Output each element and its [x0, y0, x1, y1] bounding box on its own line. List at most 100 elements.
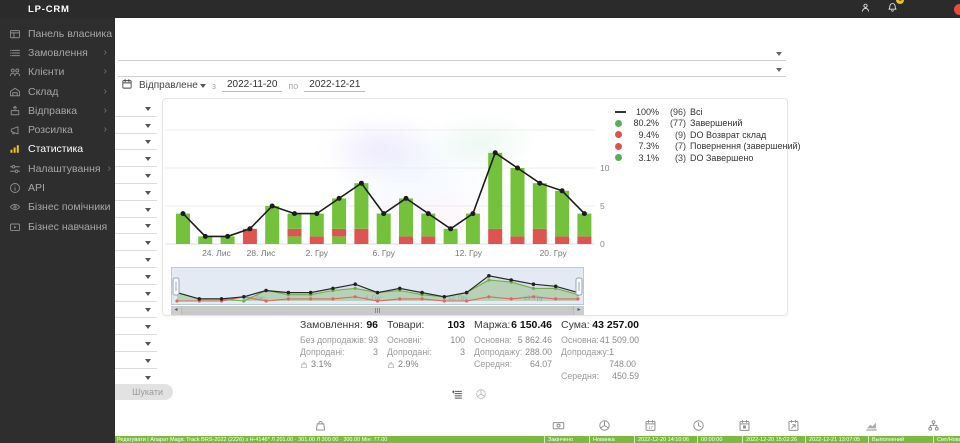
table-cell-6[interactable]: 2022-12-20 15:02:26: [744, 436, 806, 443]
legend-item-2[interactable]: 80.2% (77) Завершений: [615, 118, 787, 130]
money-icon[interactable]: [552, 419, 565, 437]
sidebar-item-4[interactable]: Склад ›: [0, 82, 115, 101]
table-cell-9[interactable]: Смт/Нова: [935, 436, 960, 443]
stat-sub-value: 100: [450, 335, 465, 345]
clock-icon[interactable]: [692, 419, 705, 437]
calendararrow-icon[interactable]: [787, 419, 800, 437]
filter-select-2[interactable]: [118, 61, 786, 77]
calendar17-icon[interactable]: 17: [644, 419, 657, 437]
legend-count: (3): [675, 152, 686, 163]
legend-count: (96): [669, 106, 686, 117]
stat-sub-label: Без допродажів:: [300, 335, 367, 345]
globe-icon: [476, 389, 486, 399]
training-icon: [10, 223, 20, 231]
filter-select-1[interactable]: [118, 45, 786, 61]
side-filter-select-13[interactable]: [115, 302, 157, 319]
stat-percent: 3.1%: [311, 359, 332, 369]
side-filter-select-1[interactable]: [115, 100, 157, 117]
sitemap-icon[interactable]: [927, 419, 940, 437]
scroll-left-icon[interactable]: ◂: [171, 306, 181, 315]
list-icon[interactable]: [451, 387, 463, 405]
date-from-input[interactable]: 2022-11-20: [221, 79, 283, 92]
chart-navigator[interactable]: 28. Лис 6. Гру 12. Гру 19. Гру: [171, 267, 584, 305]
stat-sub-label: Допродані:: [300, 347, 345, 357]
legend-label: DO Возврат склад: [690, 129, 767, 140]
side-filter-select-10[interactable]: [115, 251, 157, 268]
sidebar-item-label: Бізнес помічники: [28, 201, 111, 214]
chevron-right-icon: ›: [103, 85, 107, 97]
legend-item-4[interactable]: 7.3% (7) Повернення (завершений): [615, 141, 801, 153]
user-icon[interactable]: [860, 0, 871, 18]
globe-icon[interactable]: [475, 387, 487, 405]
chevron-down-icon: [145, 274, 151, 279]
table-cell-2[interactable]: Закінчено: [546, 436, 590, 443]
chevron-right-icon: ›: [103, 66, 107, 78]
legend-item-1[interactable]: 100% (96) Всі: [615, 106, 787, 118]
sidebar-item-2[interactable]: Замовлення ›: [0, 43, 115, 62]
chart-legend: 100% (96) Всі 80.2% (77) Завершений 9.4% (9) DO …: [615, 106, 801, 164]
side-filter-select-2[interactable]: [115, 117, 157, 134]
side-filter-select-5[interactable]: [115, 167, 157, 184]
legend-item-5[interactable]: 3.1% (3) DO Завершено: [615, 152, 787, 164]
side-filter-select-12[interactable]: [115, 285, 157, 302]
gift-icon[interactable]: [598, 419, 611, 437]
table-cell-8[interactable]: Выполнений: [870, 436, 934, 443]
notifications-button[interactable]: 1: [887, 0, 904, 18]
legend-label: Повернення (завершений): [690, 141, 801, 152]
table-cell-5[interactable]: 00:00:00: [699, 436, 743, 443]
side-filter-select-11[interactable]: [115, 268, 157, 285]
navigator-handle-right[interactable]: [575, 277, 583, 296]
chevron-down-icon: [145, 224, 151, 229]
calendarbox-icon: [739, 419, 750, 431]
bag-icon[interactable]: [314, 419, 327, 437]
side-filter-select-7[interactable]: [115, 201, 157, 218]
navigator-handle-left[interactable]: [172, 277, 180, 296]
lp-crm-logo-icon: [10, 4, 23, 15]
sidebar-item-9[interactable]: API: [0, 178, 115, 197]
table-cell-7[interactable]: 2022-12-21 13:07:05: [807, 436, 869, 443]
side-filter-select-16[interactable]: [115, 352, 157, 369]
sidebar-item-10[interactable]: Бізнес помічники: [0, 198, 115, 217]
side-filter-select-3[interactable]: [115, 134, 157, 151]
stats-icon: [10, 145, 19, 154]
table-cell-4[interactable]: 2022-12-20 14:10:06: [636, 436, 698, 443]
scroll-right-icon[interactable]: ▸: [574, 306, 584, 315]
navigator-scrollbar[interactable]: ◂ ▸: [171, 306, 584, 315]
chartarea-icon[interactable]: [865, 419, 878, 437]
stat-column-2: Товари: 103 Основні: 100 Допродані: 3 2.9%: [387, 319, 465, 382]
sidebar-item-label: Бізнес навчання: [28, 220, 108, 233]
sidebar-item-label: Статистика: [28, 143, 84, 156]
side-filter-select-4[interactable]: [115, 150, 157, 168]
gift-icon: [599, 420, 610, 431]
table-cell-3[interactable]: Новинка: [591, 436, 635, 443]
calendar-icon[interactable]: [121, 78, 133, 93]
sidebar-item-label: Панель власника: [28, 27, 113, 40]
sidebar-item-7[interactable]: Статистика: [0, 140, 115, 159]
side-filter-select-9[interactable]: [115, 234, 157, 252]
side-filter-select-14[interactable]: [115, 318, 157, 336]
date-to-input[interactable]: 2022-12-21: [304, 79, 366, 92]
side-filter-select-8[interactable]: [115, 218, 157, 235]
scrollbar-thumb[interactable]: [181, 306, 574, 315]
sidebar-item-8[interactable]: Налаштування ›: [0, 159, 115, 178]
alert-dot[interactable]: [954, 4, 960, 15]
svg-text:5: 5: [600, 201, 605, 211]
chevron-down-icon: [145, 190, 151, 195]
svg-text:28. Лис: 28. Лис: [247, 248, 277, 258]
table-header-icons: 17: [115, 419, 960, 435]
table-row[interactable]: Редагувати | Апарат Magic Track BRS-2022…: [115, 436, 960, 443]
calendarbox-icon[interactable]: [738, 419, 751, 437]
side-filter-select-6[interactable]: [115, 184, 157, 201]
date-type-select[interactable]: Відправлене: [139, 80, 206, 91]
svg-text:12. Гру: 12. Гру: [448, 296, 467, 302]
sidebar-item-1[interactable]: Панель власника: [0, 24, 115, 43]
table-cell-1[interactable]: Редагувати | Апарат Magic Track BRS-2022…: [115, 436, 545, 443]
legend-count: (77): [669, 118, 686, 129]
sidebar-item-11[interactable]: Бізнес навчання: [0, 217, 115, 236]
sidebar-item-5[interactable]: Відправка ›: [0, 101, 115, 120]
sidebar-item-3[interactable]: Клієнти ›: [0, 63, 115, 82]
legend-item-3[interactable]: 9.4% (9) DO Возврат склад: [615, 129, 787, 141]
sidebar-item-6[interactable]: Розсилка ›: [0, 120, 115, 139]
side-filter-select-15[interactable]: [115, 335, 157, 352]
shipping-icon: [10, 105, 20, 116]
